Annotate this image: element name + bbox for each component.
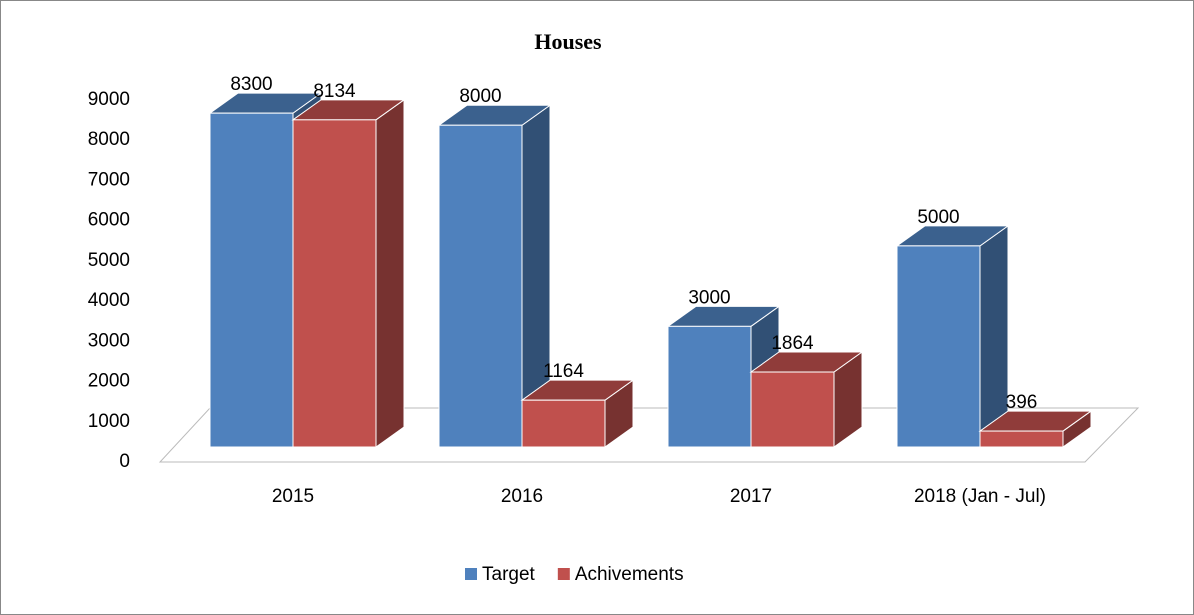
bar — [979, 430, 1064, 448]
bar — [750, 371, 835, 448]
chart-title: Houses — [534, 29, 602, 54]
y-tick-label: 0 — [119, 451, 130, 472]
bar — [209, 112, 294, 448]
data-label: 3000 — [688, 287, 730, 308]
y-tick-label: 8000 — [88, 129, 130, 150]
y-tick-label: 6000 — [88, 210, 130, 231]
x-tick-label: 2018 (Jan - Jul) — [914, 486, 1046, 507]
data-label: 8300 — [230, 74, 272, 95]
legend-swatch — [465, 568, 477, 580]
x-tick-label: 2016 — [501, 486, 543, 507]
y-tick-label: 7000 — [88, 169, 130, 190]
y-tick-label: 2000 — [88, 371, 130, 392]
data-label: 8134 — [313, 81, 356, 102]
y-tick-label: 3000 — [88, 330, 130, 351]
legend-label: Target — [482, 564, 536, 585]
data-label: 5000 — [917, 207, 959, 228]
bar-side — [375, 98, 405, 448]
data-label: 396 — [1006, 392, 1038, 413]
data-label: 8000 — [459, 86, 501, 107]
bar — [896, 245, 981, 448]
legend-swatch — [557, 568, 570, 580]
y-tick-label: 1000 — [88, 411, 130, 432]
legend-label: Achivements — [575, 564, 684, 585]
bar — [667, 325, 752, 448]
y-tick-label: 9000 — [88, 89, 130, 110]
data-label: 1164 — [543, 361, 584, 382]
bar — [438, 124, 523, 448]
y-tick-label: 5000 — [88, 250, 130, 271]
bar — [521, 399, 606, 448]
data-label: 1864 — [771, 333, 814, 354]
y-tick-label: 4000 — [88, 290, 130, 311]
bar — [292, 119, 377, 448]
x-tick-label: 2017 — [730, 486, 772, 507]
x-tick-label: 2015 — [272, 486, 314, 507]
